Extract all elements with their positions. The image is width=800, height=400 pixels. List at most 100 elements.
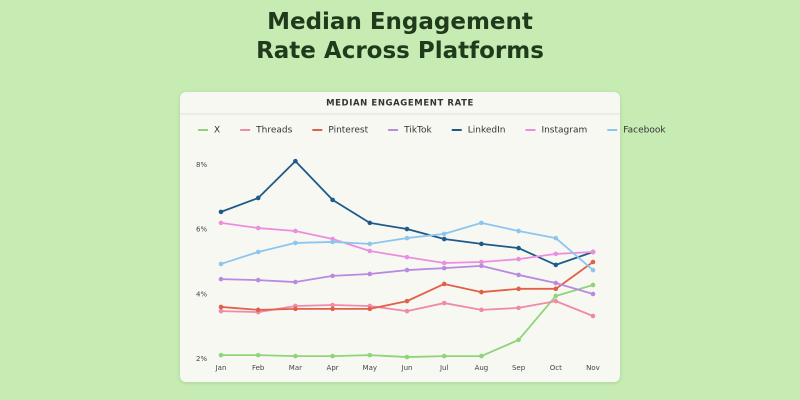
data-point — [479, 259, 484, 265]
data-point — [293, 158, 298, 164]
data-point — [516, 272, 521, 278]
data-point — [441, 236, 447, 242]
x-tick-label: Feb — [252, 364, 265, 372]
data-point — [516, 337, 521, 343]
data-point — [367, 306, 373, 312]
data-point — [218, 308, 224, 314]
data-point — [479, 353, 484, 359]
data-point — [404, 354, 410, 360]
page-title: Median Engagement Rate Across Platforms — [256, 9, 544, 64]
data-point — [479, 241, 484, 247]
data-point — [218, 220, 224, 226]
y-tick-label: 6% — [196, 226, 207, 234]
data-point — [441, 265, 447, 271]
data-point — [330, 197, 335, 203]
x-tick-label: May — [363, 364, 377, 372]
data-point — [367, 271, 373, 277]
data-point — [367, 220, 373, 226]
chart-title: MEDIAN ENGAGEMENT RATE — [326, 99, 474, 109]
data-point — [516, 256, 521, 262]
data-point — [255, 352, 261, 358]
x-tick-label: Apr — [327, 364, 339, 372]
data-point — [330, 273, 335, 279]
data-point — [367, 352, 373, 358]
data-point — [218, 304, 224, 310]
data-point — [516, 305, 521, 311]
x-tick-label: Jan — [215, 364, 227, 372]
data-point — [553, 251, 559, 257]
data-point — [330, 302, 335, 308]
data-point — [293, 228, 298, 234]
data-point — [553, 280, 559, 286]
legend-label: Threads — [255, 126, 292, 136]
data-point — [553, 286, 559, 292]
data-point — [255, 277, 261, 283]
x-tick-label: Jun — [401, 364, 413, 372]
legend-label: Instagram — [541, 126, 587, 136]
data-point — [441, 353, 447, 359]
x-tick-label: Aug — [475, 364, 489, 372]
data-point — [404, 308, 410, 314]
data-point — [441, 260, 447, 266]
data-point — [218, 352, 224, 358]
y-tick-label: 2% — [196, 355, 207, 363]
legend-label: X — [214, 126, 220, 136]
data-point — [330, 306, 335, 312]
x-tick-label: Jul — [439, 364, 449, 372]
data-point — [330, 239, 335, 245]
legend-label: Facebook — [623, 126, 666, 136]
data-point — [553, 235, 559, 241]
legend-label: LinkedIn — [468, 126, 506, 136]
data-point — [590, 291, 596, 297]
data-point — [218, 261, 224, 267]
x-tick-label: Oct — [550, 364, 562, 372]
legend-label: TikTok — [403, 126, 432, 136]
data-point — [516, 228, 521, 234]
data-point — [255, 307, 261, 313]
data-point — [553, 298, 559, 304]
y-tick-label: 8% — [196, 161, 207, 169]
data-point — [255, 225, 261, 231]
data-point — [404, 226, 410, 232]
x-tick-label: Sep — [512, 364, 526, 372]
series-line — [221, 284, 594, 358]
data-point — [441, 231, 447, 237]
data-point — [293, 279, 298, 285]
data-point — [441, 300, 447, 306]
data-point — [218, 276, 224, 282]
data-point — [218, 209, 224, 215]
data-point — [590, 267, 596, 273]
x-tick-label: Mar — [289, 364, 302, 372]
data-point — [293, 240, 298, 246]
data-point — [404, 267, 410, 273]
data-point — [479, 307, 484, 313]
data-point — [553, 262, 559, 268]
data-point — [293, 353, 298, 359]
data-point — [441, 281, 447, 287]
data-point — [293, 306, 298, 312]
data-point — [516, 286, 521, 292]
data-point — [367, 248, 373, 254]
data-point — [255, 195, 261, 201]
data-point — [479, 289, 484, 295]
data-point — [367, 241, 373, 247]
y-tick-label: 4% — [196, 290, 207, 298]
data-point — [553, 293, 559, 299]
data-point — [255, 249, 261, 255]
data-point — [590, 249, 596, 255]
x-tick-label: Nov — [586, 364, 600, 372]
data-point — [404, 254, 410, 260]
legend-label: Pinterest — [328, 126, 368, 136]
data-point — [330, 353, 335, 359]
data-point — [590, 282, 596, 288]
data-point — [590, 313, 596, 319]
data-point — [479, 220, 484, 226]
data-point — [404, 235, 410, 241]
data-point — [516, 245, 521, 251]
data-point — [404, 298, 410, 304]
data-point — [590, 259, 596, 265]
data-point — [479, 263, 484, 269]
series-line — [220, 160, 594, 266]
